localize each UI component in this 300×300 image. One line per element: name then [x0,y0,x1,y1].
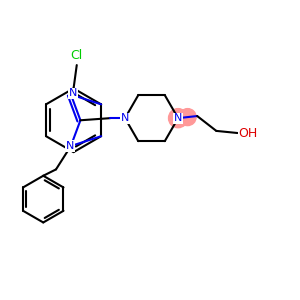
Text: N: N [174,113,182,123]
Text: Cl: Cl [70,49,83,62]
Circle shape [179,109,196,126]
Text: N: N [174,113,182,123]
Circle shape [169,109,188,128]
Text: N: N [66,141,74,151]
Text: N: N [121,113,129,123]
Text: N: N [69,88,77,98]
Text: OH: OH [238,127,258,140]
